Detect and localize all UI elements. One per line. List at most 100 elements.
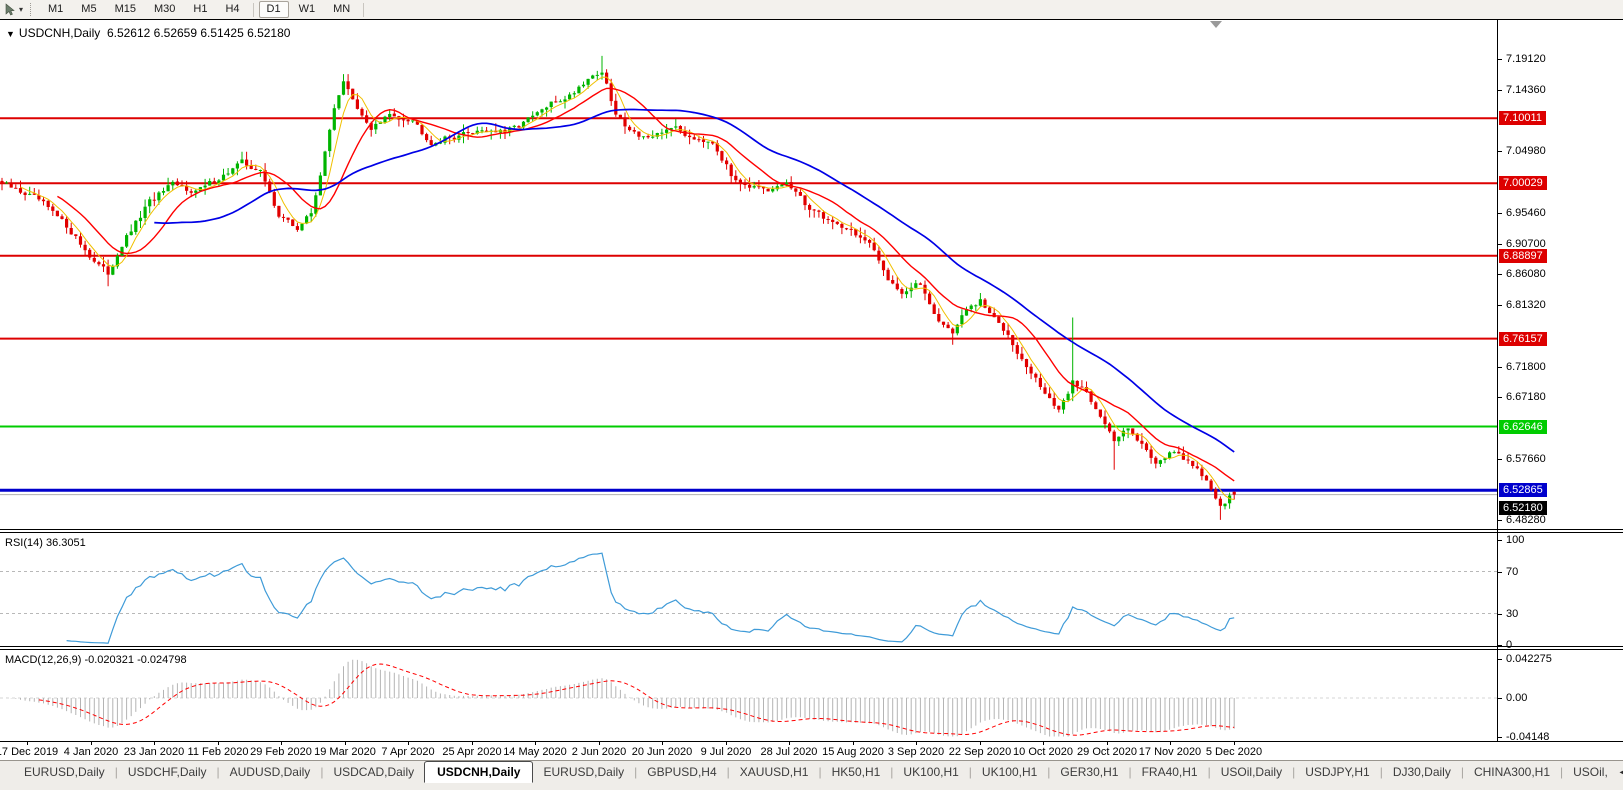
level-price-label: 6.62646 <box>1499 420 1547 434</box>
one-click-trading-arrow[interactable]: ▼ <box>6 29 15 39</box>
symbol-tab-uk100-h1[interactable]: UK100,H1 <box>903 765 959 779</box>
current-price-label: 6.52180 <box>1499 501 1547 515</box>
macd-pane[interactable] <box>0 650 1497 740</box>
symbol-tab-usoil-daily[interactable]: USOil,Daily <box>1220 765 1283 779</box>
timeframe-button-m15[interactable]: M15 <box>114 3 136 15</box>
main-pane[interactable] <box>0 20 1497 529</box>
time-axis-label: 4 Jan 2020 <box>63 746 119 758</box>
time-axis-label: 25 Apr 2020 <box>442 746 502 758</box>
axis-tick <box>1498 698 1502 699</box>
time-axis-tick <box>345 742 346 745</box>
chart-window[interactable]: ▼ USDCNH,Daily 6.52612 6.52659 6.51425 6.… <box>0 19 1623 760</box>
time-axis-tick <box>27 742 28 745</box>
timeframe-button-m1[interactable]: M1 <box>48 3 64 15</box>
tab-separator: | <box>1047 765 1051 779</box>
tab-scroll-left-icon[interactable]: ◄ <box>1617 767 1623 777</box>
symbol-tab-usdjpy-h1[interactable]: USDJPY,H1 <box>1305 765 1370 779</box>
time-axis-label: 19 Mar 2020 <box>314 746 376 758</box>
candlestick-chart[interactable] <box>0 20 1497 529</box>
axis-tick-label: 6.71800 <box>1506 361 1546 373</box>
time-axis-label: 20 Jun 2020 <box>631 746 693 758</box>
macd-pane-top-border[interactable] <box>0 649 1623 650</box>
chart-top-border <box>0 19 1623 20</box>
timeframe-button-h4[interactable]: H4 <box>225 3 240 15</box>
symbol-tab-eurusd-daily[interactable]: EURUSD,Daily <box>543 765 625 779</box>
time-axis-tick <box>662 742 663 745</box>
time-axis-label: 17 Dec 2019 <box>0 746 59 758</box>
timeframe-button-h1[interactable]: H1 <box>193 3 208 15</box>
level-price-label: 6.76157 <box>1499 332 1547 346</box>
quote-ohlc: 6.52612 6.52659 6.51425 6.52180 <box>106 26 291 40</box>
level-price-label: 7.10011 <box>1499 111 1546 125</box>
axis-tick-label: -0.04148 <box>1506 731 1550 743</box>
time-axis-label: 23 Jan 2020 <box>123 746 185 758</box>
time-axis-label: 2 Jun 2020 <box>571 746 627 758</box>
chart-title: ▼ USDCNH,Daily 6.52612 6.52659 6.51425 6.… <box>6 26 290 40</box>
axis-tick-label: 70 <box>1506 566 1519 578</box>
symbol-tab-china300-h1[interactable]: CHINA300,H1 <box>1473 765 1550 779</box>
price-axis[interactable]: 7.19120 7.14360 7.04980 6.95460 6.90700 6.860… <box>1497 19 1623 760</box>
time-axis-tick <box>599 742 600 745</box>
ma-13-line <box>57 87 1235 482</box>
time-axis-tick <box>281 742 282 745</box>
symbol-tab-usdcnh-daily[interactable]: USDCNH,Daily <box>424 761 534 783</box>
chart-shift-marker[interactable] <box>1210 21 1222 28</box>
time-axis-label: 9 Jul 2020 <box>700 746 752 758</box>
time-axis-tick <box>218 742 219 745</box>
axis-tick-label: 6.67180 <box>1506 391 1546 403</box>
tab-separator: | <box>1207 765 1211 779</box>
time-axis-label: 17 Nov 2020 <box>1138 746 1202 758</box>
axis-tick <box>1498 520 1502 521</box>
level-price-label: 7.00029 <box>1499 176 1547 190</box>
macd-chart[interactable] <box>0 650 1497 740</box>
symbol-tab-usdchf-daily[interactable]: USDCHF,Daily <box>127 765 207 779</box>
timeframe-button-w1[interactable]: W1 <box>298 3 316 15</box>
rsi-pane[interactable] <box>0 533 1497 646</box>
axis-tick-label: 7.04980 <box>1506 145 1546 157</box>
time-axis-tick <box>91 742 92 745</box>
dropdown-caret-icon[interactable]: ▾ <box>19 5 24 14</box>
timeframe-button-d1[interactable]: D1 <box>258 1 289 18</box>
time-axis-tick <box>789 742 790 745</box>
time-axis-label: 7 Apr 2020 <box>381 746 435 758</box>
axis-tick <box>1498 645 1502 646</box>
time-axis[interactable]: 17 Dec 2019 4 Jan 2020 23 Jan 2020 11 Feb 2… <box>0 742 1497 760</box>
chart-cursor-icon[interactable]: ▾ <box>0 1 26 18</box>
symbol-tab-ger30-h1[interactable]: GER30,H1 <box>1060 765 1119 779</box>
rsi-pane-top-border[interactable] <box>0 532 1623 533</box>
symbol-tab-xauusd-h1[interactable]: XAUUSD,H1 <box>739 765 809 779</box>
time-axis-label: 5 Dec 2020 <box>1205 746 1263 758</box>
symbol-tab-hk50-h1[interactable]: HK50,H1 <box>831 765 881 779</box>
axis-tick-label: 6.95460 <box>1506 207 1546 219</box>
toolbar-grip[interactable] <box>30 3 34 16</box>
time-axis-label: 14 May 2020 <box>503 746 567 758</box>
rsi-pane-bottom-border <box>0 646 1623 647</box>
symbol-tab-uk100-h1[interactable]: UK100,H1 <box>981 765 1038 779</box>
axis-tick <box>1498 614 1502 615</box>
timeframe-button-m30[interactable]: M30 <box>153 3 176 15</box>
timeframe-button-m5[interactable]: M5 <box>81 3 97 15</box>
time-axis-tick <box>853 742 854 745</box>
symbol-tab-gbpusd-h4[interactable]: GBPUSD,H4 <box>647 765 717 779</box>
tab-separator: | <box>216 765 220 779</box>
macd-signal-line <box>38 663 1235 736</box>
time-axis-label: 28 Jul 2020 <box>760 746 818 758</box>
symbol-tab-fra40-h1[interactable]: FRA40,H1 <box>1141 765 1198 779</box>
macd-histogram <box>6 659 1235 737</box>
symbol-tab-bar: EURUSD,Daily | USDCHF,Daily | AUDUSD,Daily | U… <box>0 760 1623 790</box>
rsi-chart[interactable] <box>0 533 1497 646</box>
time-axis-tick <box>535 742 536 745</box>
tab-separator: | <box>726 765 730 779</box>
ma-5-line <box>20 76 1235 501</box>
timeframe-button-mn[interactable]: MN <box>333 3 351 15</box>
time-axis-tick <box>1043 742 1044 745</box>
symbol-tab-usdcad-daily[interactable]: USDCAD,Daily <box>333 765 415 779</box>
toolbar: ▾ M1 M5 M15 M30 H1 H4 D1 W1 MN <box>0 0 1623 19</box>
axis-tick <box>1498 540 1502 541</box>
symbol-tab-eurusd-daily[interactable]: EURUSD,Daily <box>24 765 105 779</box>
axis-tick-label: 6.86080 <box>1506 268 1546 280</box>
symbol-tab-usoil[interactable]: USOil, <box>1573 765 1608 779</box>
symbol-tab-audusd-daily[interactable]: AUDUSD,Daily <box>229 765 311 779</box>
symbol-tab-dj30-daily[interactable]: DJ30,Daily <box>1392 765 1451 779</box>
